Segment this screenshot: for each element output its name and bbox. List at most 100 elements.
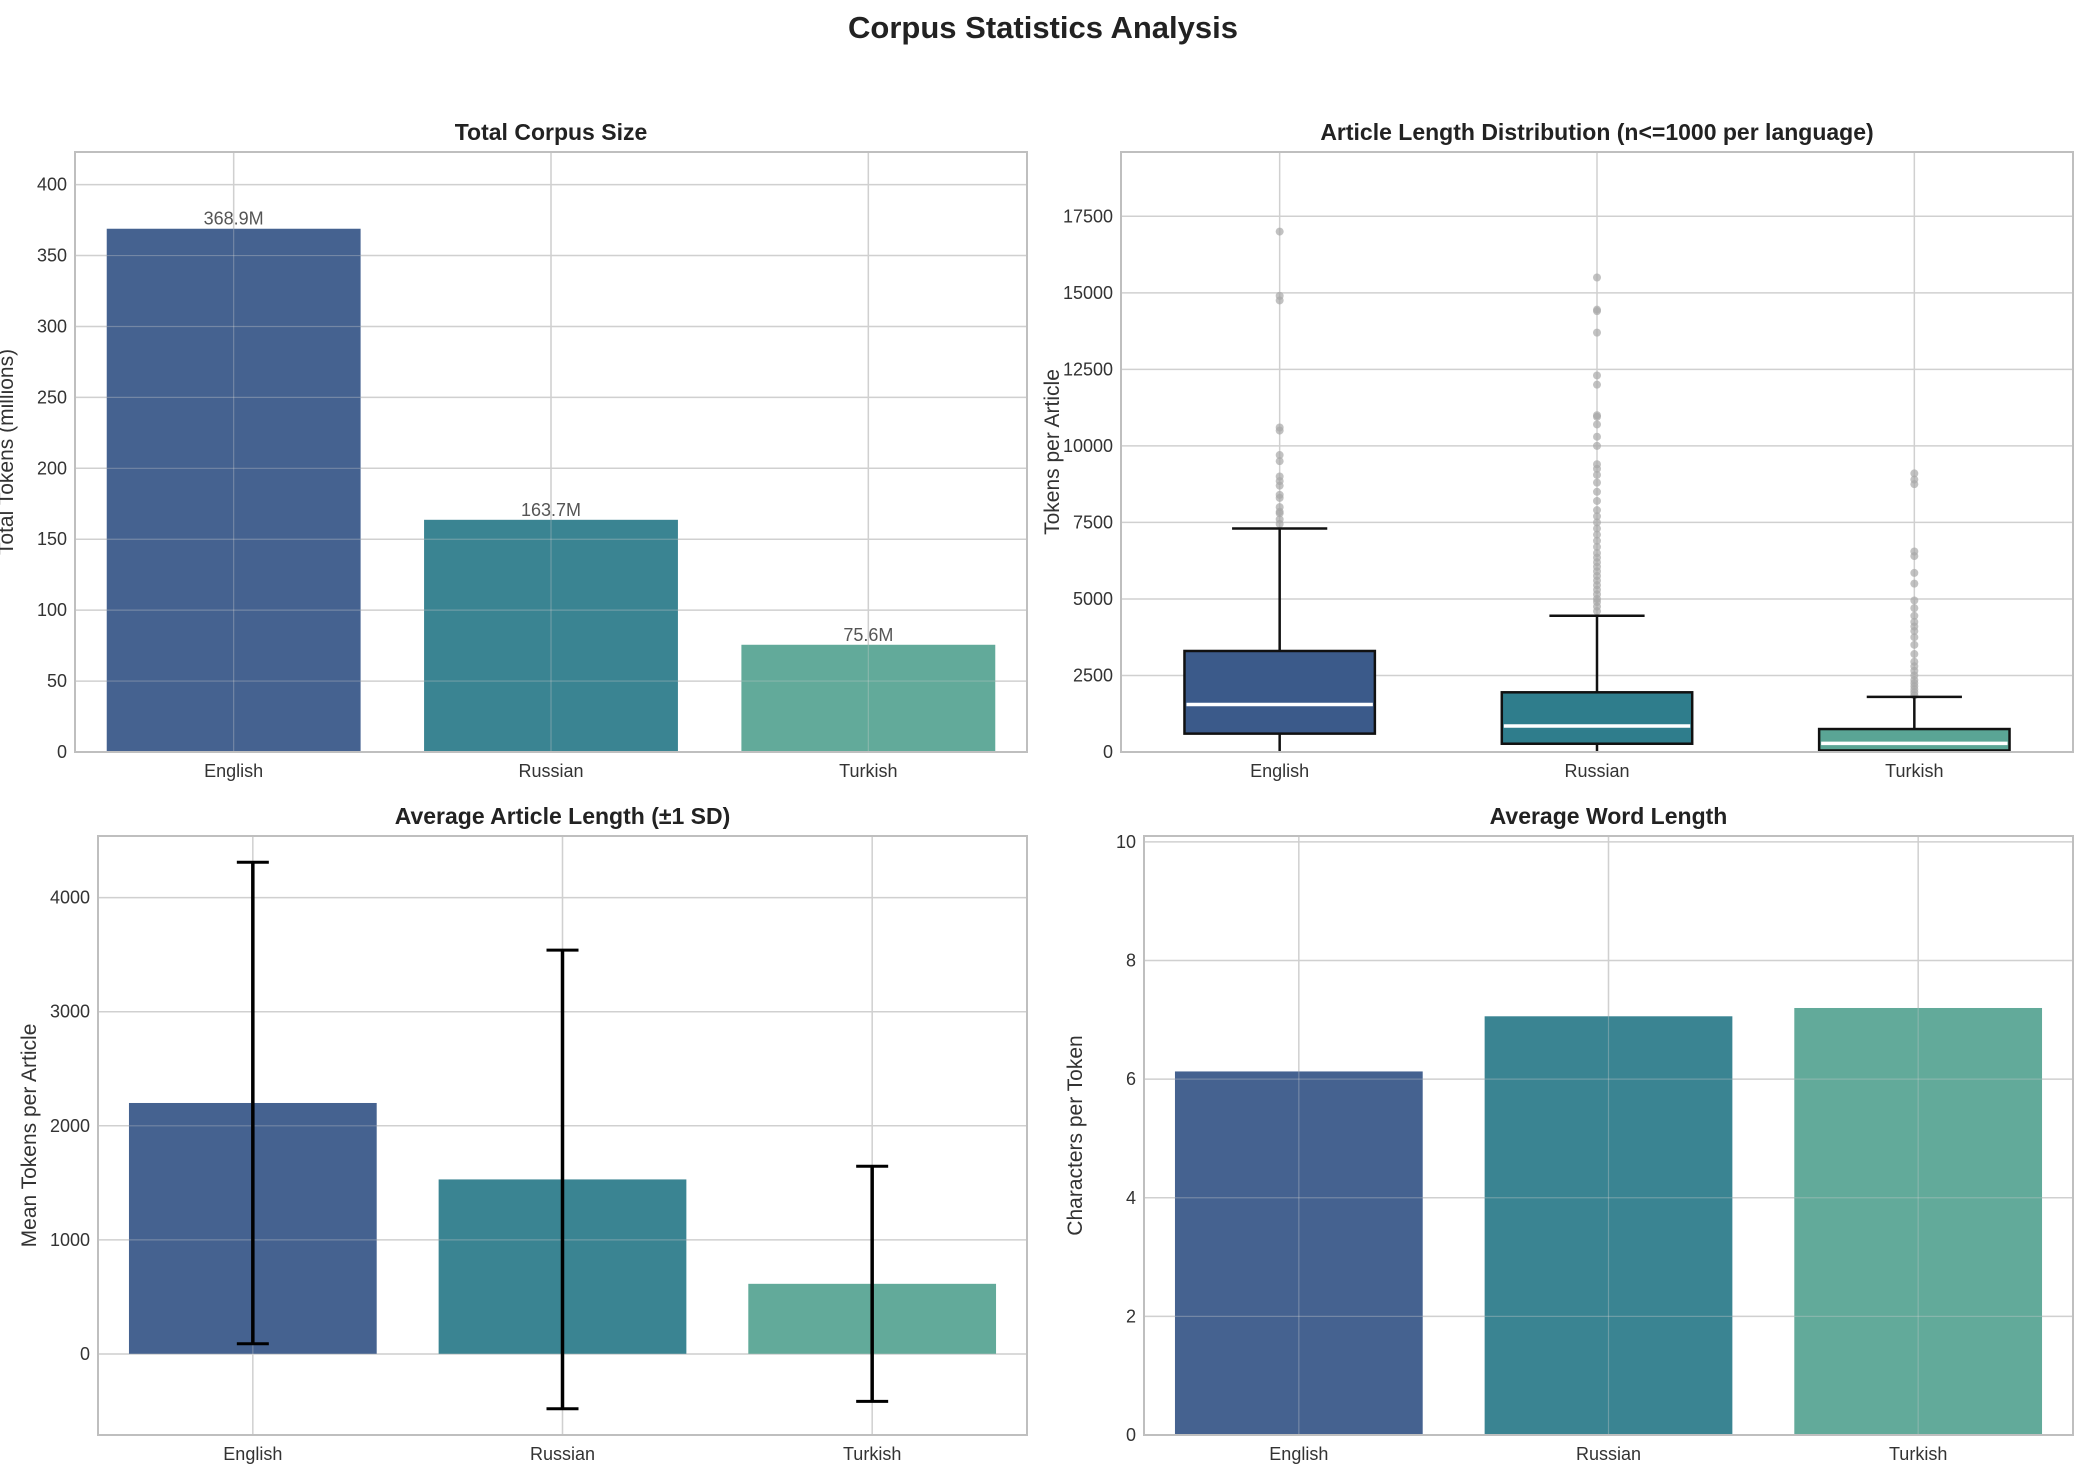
x-tick-label: Russian bbox=[1576, 1444, 1641, 1464]
outlier-point bbox=[1593, 487, 1601, 496]
panels-group: 050100150200250300350400368.9M163.7M75.6… bbox=[0, 119, 2074, 1464]
outlier-point bbox=[1275, 423, 1284, 432]
outlier-point bbox=[1275, 291, 1284, 300]
y-tick-label: 10 bbox=[1116, 832, 1136, 852]
y-axis-label: Characters per Token bbox=[1064, 1035, 1087, 1235]
x-tick-label: Russian bbox=[530, 1444, 595, 1464]
x-tick-label: Turkish bbox=[1889, 1444, 1947, 1464]
y-tick-label: 0 bbox=[1126, 1425, 1136, 1445]
outlier-point bbox=[1593, 518, 1601, 527]
y-tick-label: 2500 bbox=[1073, 665, 1113, 685]
outlier-point bbox=[1275, 227, 1284, 236]
y-tick-label: 150 bbox=[37, 529, 67, 549]
outlier-point bbox=[1593, 328, 1601, 337]
y-tick-label: 300 bbox=[37, 316, 67, 336]
outlier-point bbox=[1593, 371, 1601, 380]
y-tick-label: 1000 bbox=[50, 1230, 90, 1250]
plot-frame bbox=[74, 151, 1028, 753]
outlier-point bbox=[1593, 542, 1601, 551]
outlier-point bbox=[1593, 470, 1601, 479]
y-tick-label: 7500 bbox=[1073, 512, 1113, 532]
outlier-point bbox=[1910, 611, 1919, 620]
x-tick-label: Russian bbox=[1564, 761, 1629, 781]
outlier-point bbox=[1593, 380, 1601, 389]
outlier-point bbox=[1910, 475, 1919, 484]
x-tick-label: English bbox=[1269, 1444, 1328, 1464]
outlier-point bbox=[1593, 411, 1601, 420]
x-tick-label: Turkish bbox=[843, 1444, 901, 1464]
y-tick-label: 50 bbox=[47, 671, 67, 691]
outlier-point bbox=[1593, 524, 1601, 533]
outlier-point bbox=[1593, 478, 1601, 487]
x-tick-label: English bbox=[1250, 761, 1309, 781]
bar-english bbox=[1174, 1071, 1423, 1435]
y-tick-label: 4000 bbox=[50, 888, 90, 908]
outlier-point bbox=[1593, 432, 1601, 441]
figure-title: Corpus Statistics Analysis bbox=[848, 10, 1238, 45]
outlier-point bbox=[1910, 568, 1919, 577]
x-tick-label: Turkish bbox=[1885, 761, 1943, 781]
bar-english bbox=[106, 228, 361, 752]
x-tick-label: Turkish bbox=[839, 761, 897, 781]
outlier-point bbox=[1910, 640, 1919, 649]
outlier-point bbox=[1275, 451, 1284, 460]
outlier-point bbox=[1910, 604, 1919, 613]
y-tick-label: 200 bbox=[37, 458, 67, 478]
outlier-point bbox=[1910, 579, 1919, 588]
box-russian bbox=[1500, 691, 1694, 745]
y-tick-label: 6 bbox=[1126, 1069, 1136, 1089]
y-tick-label: 4 bbox=[1126, 1188, 1136, 1208]
outlier-point bbox=[1275, 457, 1284, 466]
outlier-point bbox=[1275, 490, 1284, 499]
outlier-point bbox=[1593, 530, 1601, 539]
outlier-point bbox=[1593, 506, 1601, 515]
y-axis-label: Mean Tokens per Article bbox=[18, 1024, 41, 1248]
panel-title: Total Corpus Size bbox=[455, 119, 648, 145]
y-tick-label: 0 bbox=[57, 742, 67, 762]
outlier-point bbox=[1910, 617, 1919, 626]
y-tick-label: 2000 bbox=[50, 1116, 90, 1136]
y-axis-label: Tokens per Article bbox=[1041, 369, 1064, 535]
outlier-point bbox=[1593, 549, 1601, 558]
outlier-point bbox=[1910, 469, 1919, 478]
outlier-point bbox=[1593, 496, 1601, 505]
y-tick-label: 5000 bbox=[1073, 589, 1113, 609]
outlier-point bbox=[1275, 503, 1284, 512]
plot-frame bbox=[1120, 151, 2074, 753]
outlier-point bbox=[1275, 515, 1284, 524]
x-tick-label: English bbox=[204, 761, 263, 781]
outlier-point bbox=[1593, 441, 1601, 450]
y-tick-label: 10000 bbox=[1063, 436, 1113, 456]
box-turkish bbox=[1817, 727, 2011, 752]
y-axis-label: Total Tokens (millions) bbox=[0, 349, 18, 555]
outlier-point bbox=[1593, 305, 1601, 314]
plot-frame bbox=[1143, 835, 2074, 1436]
panel-avg_word_length: 0 2 4 6 8 10 English Russian Turkish Average Word… bbox=[1064, 803, 2074, 1464]
y-tick-label: 0 bbox=[1103, 742, 1113, 762]
y-tick-label: 3000 bbox=[50, 1002, 90, 1022]
y-tick-label: 2 bbox=[1126, 1306, 1136, 1326]
panel-avg_article_length: 0 1000 2000 3000 4000 English Russian Turkish Av… bbox=[18, 803, 1028, 1464]
outlier-point bbox=[1910, 547, 1919, 556]
outlier-point bbox=[1593, 536, 1601, 545]
panel-title: Article Length Distribution (n<=1000 per… bbox=[1320, 119, 1873, 145]
outlier-point bbox=[1910, 657, 1919, 666]
outlier-point bbox=[1910, 633, 1919, 642]
y-tick-label: 250 bbox=[37, 387, 67, 407]
y-tick-label: 8 bbox=[1126, 951, 1136, 971]
outlier-point bbox=[1910, 596, 1919, 605]
outlier-point bbox=[1593, 460, 1601, 469]
data-label: 368.9M bbox=[204, 209, 264, 229]
outlier-point bbox=[1910, 650, 1919, 659]
y-tick-label: 12500 bbox=[1063, 359, 1113, 379]
panel-title: Average Word Length bbox=[1490, 803, 1728, 829]
outlier-point bbox=[1275, 472, 1284, 481]
bar-turkish bbox=[1794, 1007, 2043, 1435]
y-tick-label: 100 bbox=[37, 600, 67, 620]
outlier-point bbox=[1593, 420, 1601, 429]
x-tick-label: Russian bbox=[518, 761, 583, 781]
data-label: 75.6M bbox=[843, 625, 893, 645]
panel-title: Average Article Length (±1 SD) bbox=[395, 803, 731, 829]
bar-russian bbox=[424, 519, 678, 752]
